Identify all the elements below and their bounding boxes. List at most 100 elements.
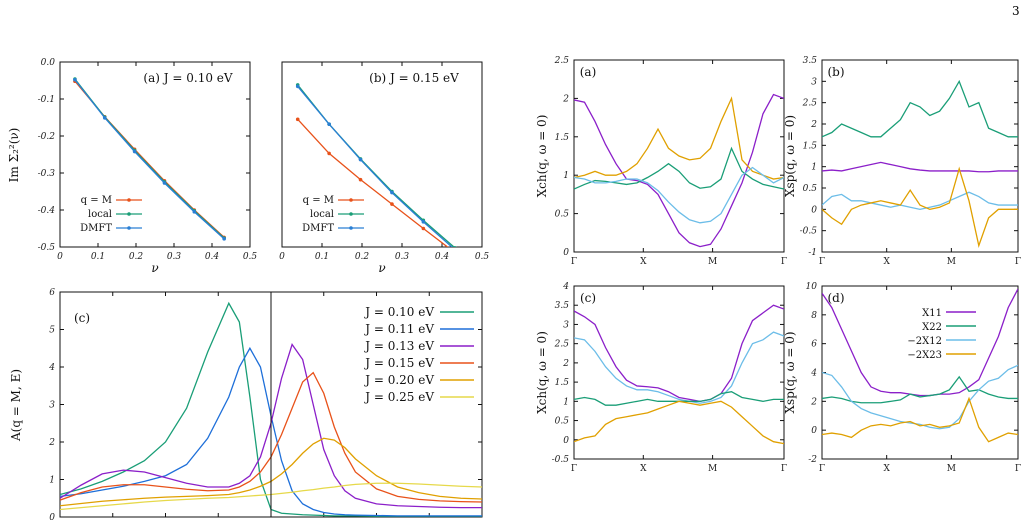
y-tick-label: 4 [810,369,817,379]
series-line-0 [822,79,1018,138]
top-left-b-frame [281,61,483,248]
legend-label: J = 0.13 eV [363,339,434,353]
series-line-3 [574,166,784,224]
data-point [192,210,197,214]
legend-marker [349,226,353,230]
legend-marker [127,226,131,230]
y-tick-label: 2.5 [554,56,570,66]
chart-top-left-b: 0 0.1 0.2 0.3 0.4 0.5 (b) J = 0.15 eV ν q = M loc… [279,61,489,275]
y-tick-label: 0 [563,436,569,446]
y-tick-label: -0.5 [800,227,818,237]
y-tick-label: 2.5 [802,99,818,109]
data-point [132,149,137,154]
legend-label: local [88,209,112,220]
y-tick-label: 3 [563,320,569,330]
y-axis-label: Xsp(q, ω = 0) [783,115,797,197]
x-tick-label: 0 [57,252,63,262]
y-tick-label: 3.5 [555,301,570,311]
legend-label: DMFT [302,223,334,234]
chart-right-d: -2 0 2 4 6 8 10 Γ X M Γ (d) Xsp(q, ω = 0) X11 X22 −2X12… [783,282,1021,474]
legend-label: −2X12 [907,336,942,347]
legend-label: local [310,209,334,220]
panel-label: (c) [580,291,596,305]
data-point [295,84,300,89]
series-line-2 [822,364,1018,430]
chart-right-a: 0 0.5 1 1.5 2 2.5 Γ X M Γ (a) Xch(q, ω = 0) [535,56,787,267]
x-tick-label: 0.3 [167,252,182,262]
y-tick-label: 1 [563,397,569,407]
data-point [162,181,167,185]
y-tick-label: 1.5 [803,141,818,151]
data-point [295,117,300,122]
x-tick-label: Γ [571,257,577,267]
right-c-frame [573,285,785,460]
legend-marker [349,212,353,216]
y-tick-label: 2 [810,397,817,407]
y-tick-label: 8 [811,311,817,321]
series-line-3 [822,396,1018,443]
series-line-0 [574,93,784,248]
legend-marker [349,198,353,202]
legend-label: J = 0.20 eV [363,373,434,387]
y-tick-label: 0.0 [41,58,56,68]
right-d-frame [821,285,1019,460]
x-tick-label: X [640,257,647,267]
panel-label: (c) [74,311,90,325]
panel-label: (a) [580,65,597,79]
series-line-2 [574,391,784,406]
legend-label: q = M [303,195,334,206]
data-point [358,157,363,162]
y-tick-label: 10 [806,282,818,292]
y-axis-label: A(q = M, E) [9,369,23,442]
series-line-5 [60,482,482,511]
data-point [327,122,331,126]
y-tick-label: 6 [811,340,817,350]
panel-label: (b) [827,65,844,79]
series-line-2 [297,86,453,247]
y-axis-label: Xsp(q, ω = 0) [783,331,797,413]
legend-label: J = 0.11 eV [363,322,434,336]
y-tick-label: 3 [811,77,817,87]
y-tick-label: 0 [811,426,817,436]
y-tick-label: 0.5 [555,210,570,220]
chart-right-b: -1 -0.5 0 0.5 1 1.5 2 2.5 3 3.5 Γ X M Γ (b) Xsp(q, ω = … [783,56,1021,267]
y-tick-label: 1.5 [555,133,570,143]
legend-label: q = M [81,195,112,206]
legend-marker [127,198,131,202]
data-point [421,226,426,231]
x-tick-label: M [708,257,717,267]
chart-bottom-left-c: 0123456-0.20-0.15-0.10-0.050.000.050.100… [9,288,483,522]
y-tick-label: -1 [808,248,817,258]
y-tick-label: 0 [811,205,817,215]
x-tick-label: X [640,464,647,474]
y-tick-label: 0.5 [555,417,570,427]
y-tick-label: -0.5 [38,243,56,253]
x-tick-label: M [947,464,956,474]
x-tick-label: X [883,464,890,474]
series-line-0 [822,288,1018,397]
right-a-frame [573,59,785,253]
data-point [390,190,394,195]
y-tick-label: 2 [562,94,569,104]
data-point [358,177,363,182]
y-tick-label: 4 [48,363,55,373]
series-line-1 [574,331,784,404]
legend-label: X22 [922,322,942,333]
y-tick-label: 2.5 [554,340,570,350]
y-tick-label: 0 [49,513,55,522]
series-line-3 [60,371,482,503]
x-tick-label: 0.3 [395,252,410,262]
y-tick-label: 1 [811,163,817,173]
data-point [453,245,457,247]
x-axis-label: ν [378,261,385,275]
y-tick-label: 3.5 [803,56,818,66]
data-point [102,116,107,120]
x-tick-label: X [883,257,890,267]
y-axis-label: Xch(q, ω = 0) [535,331,549,414]
x-tick-label: 0.4 [435,252,450,262]
legend-marker [127,212,131,216]
x-tick-label: M [947,257,956,267]
series-line-2 [74,79,225,240]
top-left-a-frame [59,61,251,248]
